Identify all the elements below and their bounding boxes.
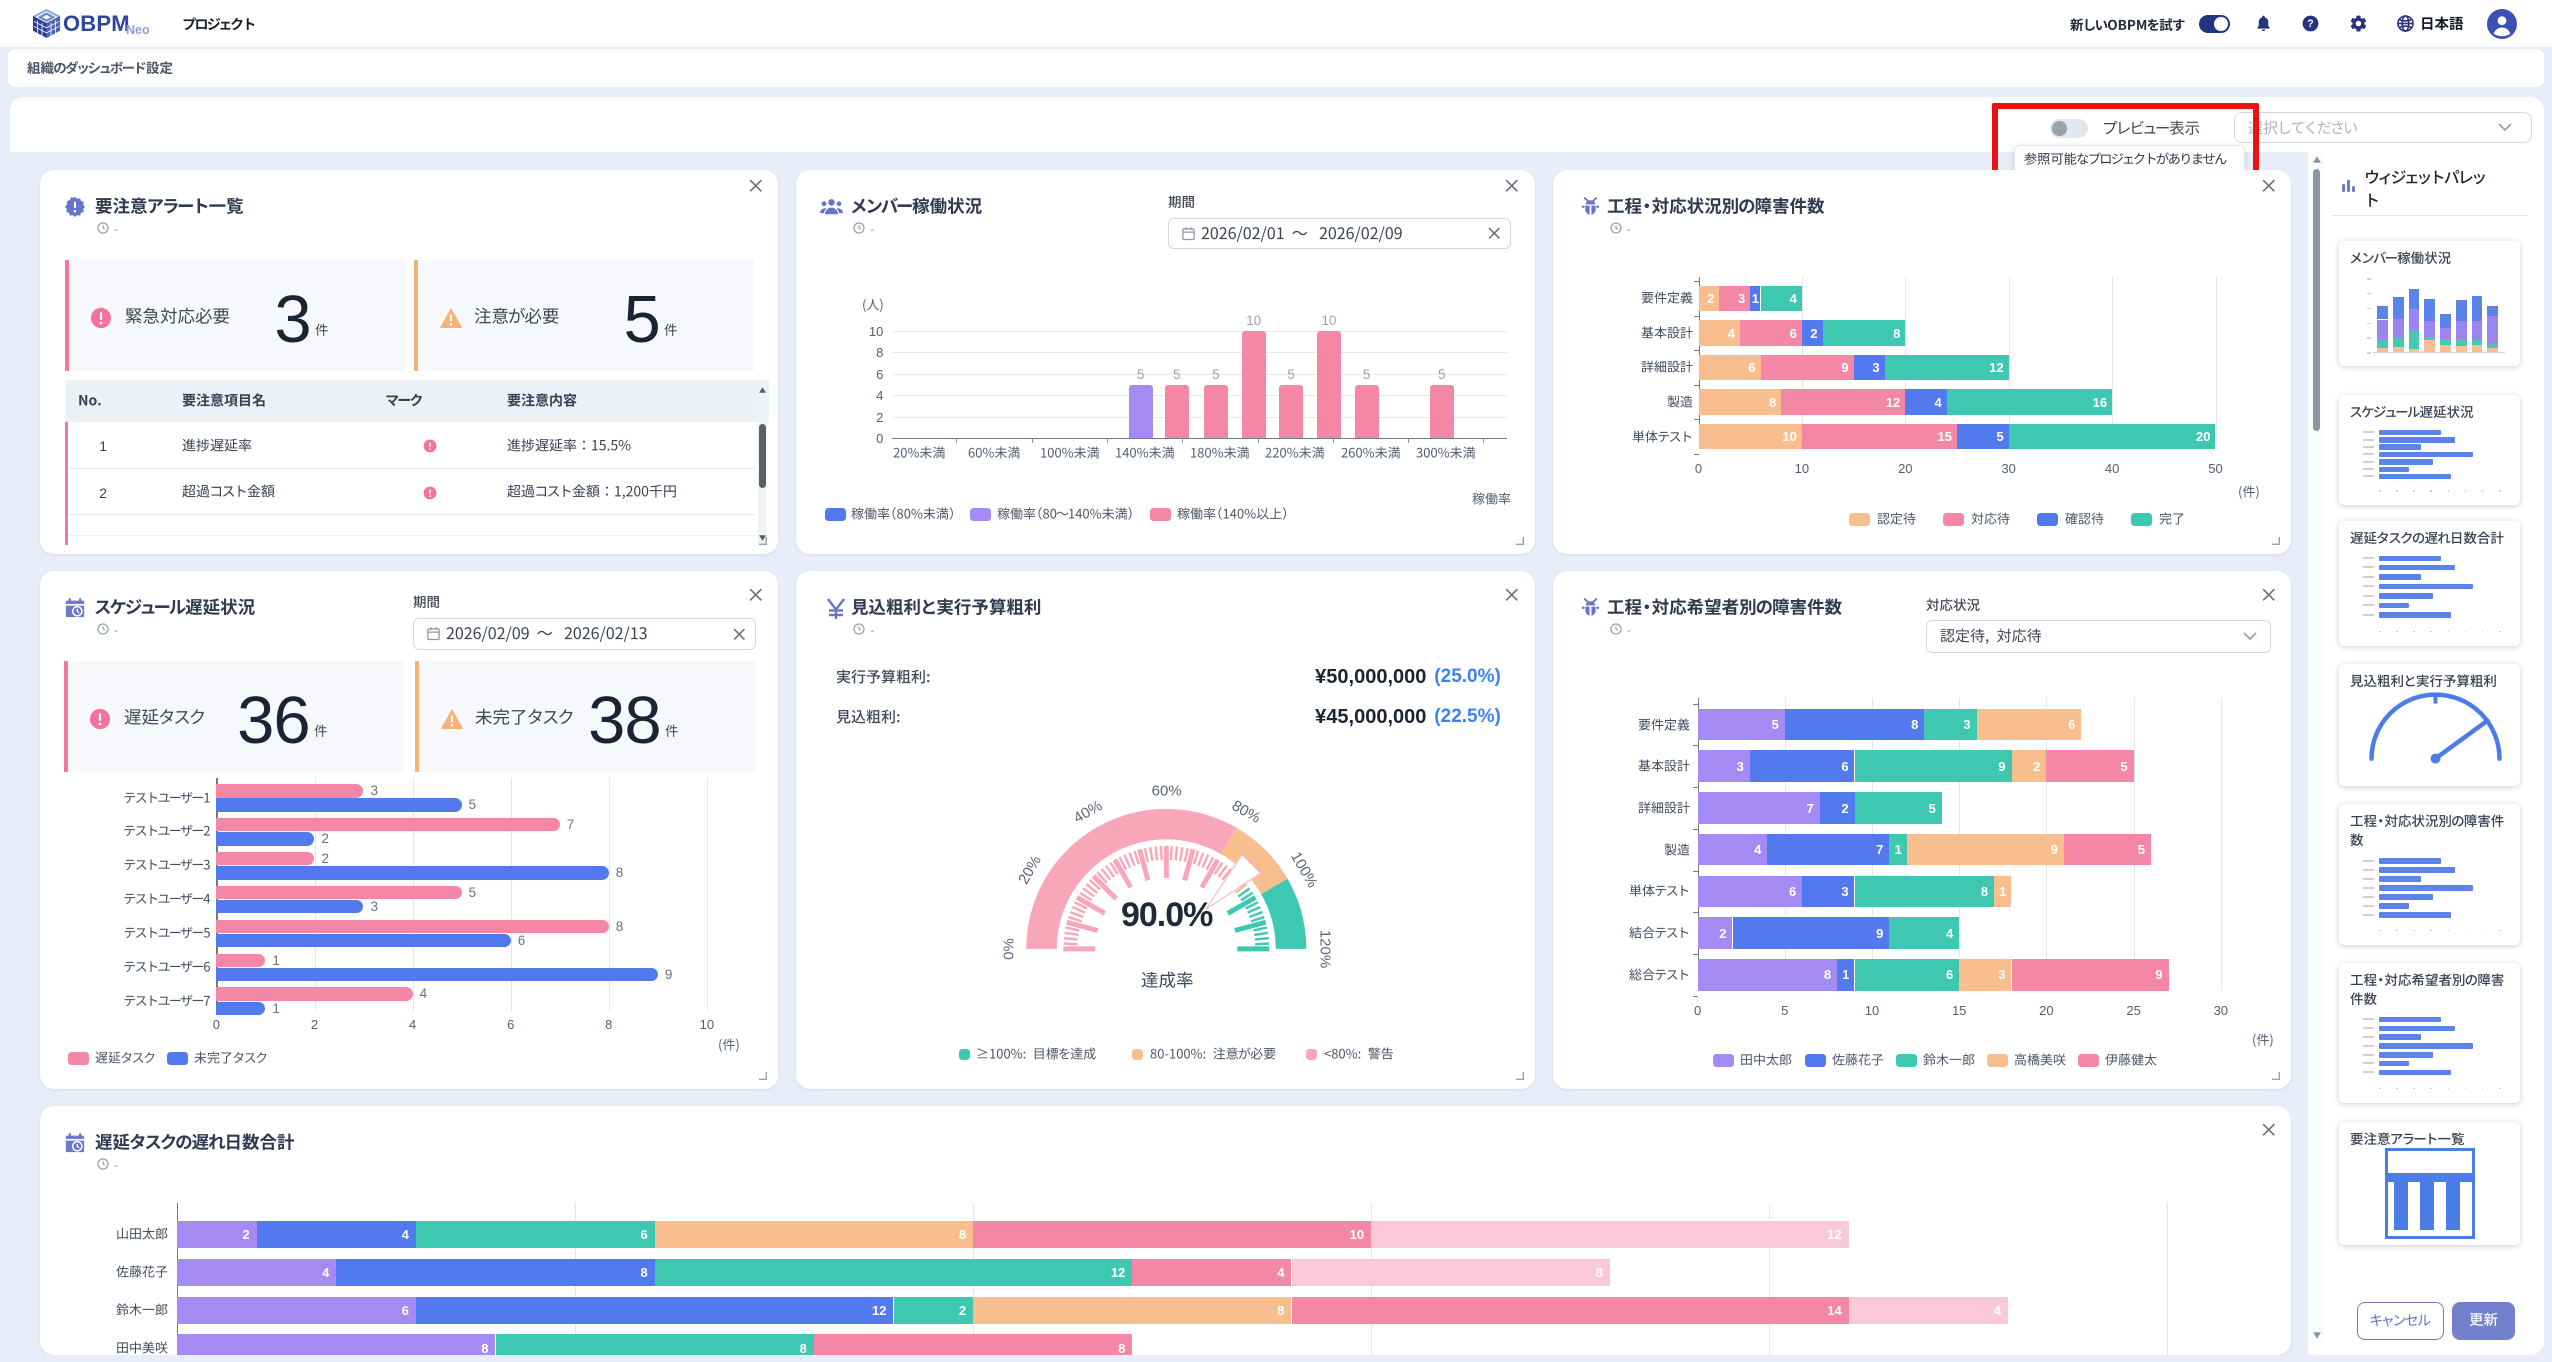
svg-text:?: ? xyxy=(2307,18,2314,30)
